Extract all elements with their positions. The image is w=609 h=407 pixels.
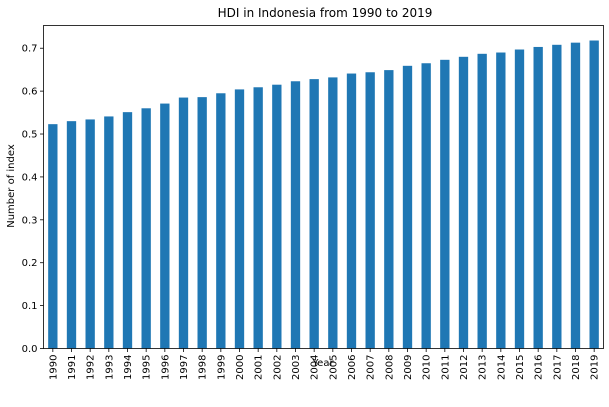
- bar-1997: [178, 97, 189, 349]
- x-tick-label-2001: 2001: [254, 355, 265, 380]
- bar-2004: [309, 79, 319, 349]
- y-tick-label-0.2: 0.2: [22, 258, 38, 269]
- y-tick-label-0.6: 0.6: [22, 87, 38, 98]
- x-tick-label-1998: 1998: [198, 355, 209, 380]
- bar-1992: [85, 119, 95, 349]
- bar-2002: [272, 84, 282, 349]
- bar-2015: [514, 49, 525, 349]
- x-tick-label-1996: 1996: [160, 355, 171, 380]
- chart-title: HDI in Indonesia from 1990 to 2019: [218, 6, 433, 20]
- y-tick-label-0.3: 0.3: [22, 215, 38, 226]
- x-tick-label-2012: 2012: [459, 355, 470, 380]
- x-tick-label-2015: 2015: [515, 355, 526, 380]
- bar-2007: [365, 72, 375, 349]
- plot-frame: [43, 25, 604, 349]
- x-tick-label-2011: 2011: [440, 355, 451, 380]
- bar-1995: [141, 108, 151, 349]
- y-tick-label-0.4: 0.4: [22, 172, 38, 183]
- x-tick-label-1997: 1997: [179, 355, 190, 380]
- bars-group: [48, 40, 599, 349]
- x-tick-label-1995: 1995: [142, 355, 153, 380]
- x-tick-label-2017: 2017: [552, 355, 563, 380]
- bar-2001: [253, 87, 263, 349]
- x-tick-label-2004: 2004: [310, 355, 321, 380]
- bar-1999: [216, 93, 226, 349]
- x-tick-label-2002: 2002: [272, 355, 283, 380]
- x-tick-label-2006: 2006: [347, 355, 358, 380]
- x-tick-label-1993: 1993: [104, 355, 115, 380]
- y-axis: 0.0 0.1 0.2 0.3 0.4 0.5 0.6 0.7: [22, 44, 44, 355]
- bar-1996: [160, 103, 170, 349]
- bar-1998: [197, 97, 207, 349]
- x-axis-label: Year: [311, 358, 334, 369]
- x-tick-label-2019: 2019: [590, 355, 601, 380]
- x-tick-label-1992: 1992: [86, 355, 97, 380]
- bar-2005: [328, 77, 338, 349]
- bar-1991: [66, 121, 77, 349]
- bar-2009: [402, 65, 413, 349]
- x-tick-label-2010: 2010: [422, 355, 433, 380]
- x-tick-label-2003: 2003: [291, 355, 302, 380]
- bar-2019: [589, 40, 599, 349]
- y-tick-label-0.7: 0.7: [22, 44, 38, 55]
- x-tick-label-1990: 1990: [48, 355, 59, 380]
- y-tick-label-0.5: 0.5: [22, 130, 38, 141]
- y-tick-label-0.1: 0.1: [22, 301, 38, 312]
- bar-1994: [122, 112, 133, 349]
- x-tick-label-1999: 1999: [216, 355, 227, 380]
- bar-2017: [552, 44, 562, 349]
- bar-2018: [570, 42, 581, 349]
- bar-2000: [234, 89, 245, 349]
- x-tick-label-2018: 2018: [571, 355, 582, 380]
- bar-2011: [440, 59, 450, 349]
- x-tick-label-2000: 2000: [235, 355, 246, 380]
- bar-2006: [346, 73, 357, 349]
- bar-2016: [533, 46, 543, 349]
- x-tick-label-2013: 2013: [478, 355, 489, 380]
- bar-2013: [477, 53, 487, 349]
- y-tick-label-0.0: 0.0: [22, 344, 38, 355]
- y-axis-label: Number of index: [6, 144, 17, 228]
- bar-2012: [458, 56, 469, 349]
- x-tick-label-1994: 1994: [123, 355, 134, 380]
- bar-2008: [384, 70, 394, 349]
- x-tick-label-2005: 2005: [328, 355, 339, 380]
- bar-2014: [496, 52, 506, 349]
- x-tick-label-2009: 2009: [403, 355, 414, 380]
- bar-2010: [421, 63, 431, 349]
- bar-1993: [104, 116, 114, 349]
- x-tick-label-2016: 2016: [534, 355, 545, 380]
- x-axis: 1990 1991 1992 1993 1994 1995 1996 1997 1998 1999…: [48, 348, 601, 380]
- x-tick-label-2007: 2007: [366, 355, 377, 380]
- bar-2003: [290, 81, 301, 349]
- x-tick-label-1991: 1991: [67, 355, 78, 380]
- x-tick-label-2008: 2008: [384, 355, 395, 380]
- bar-1990: [48, 124, 58, 349]
- x-tick-label-2014: 2014: [496, 355, 507, 380]
